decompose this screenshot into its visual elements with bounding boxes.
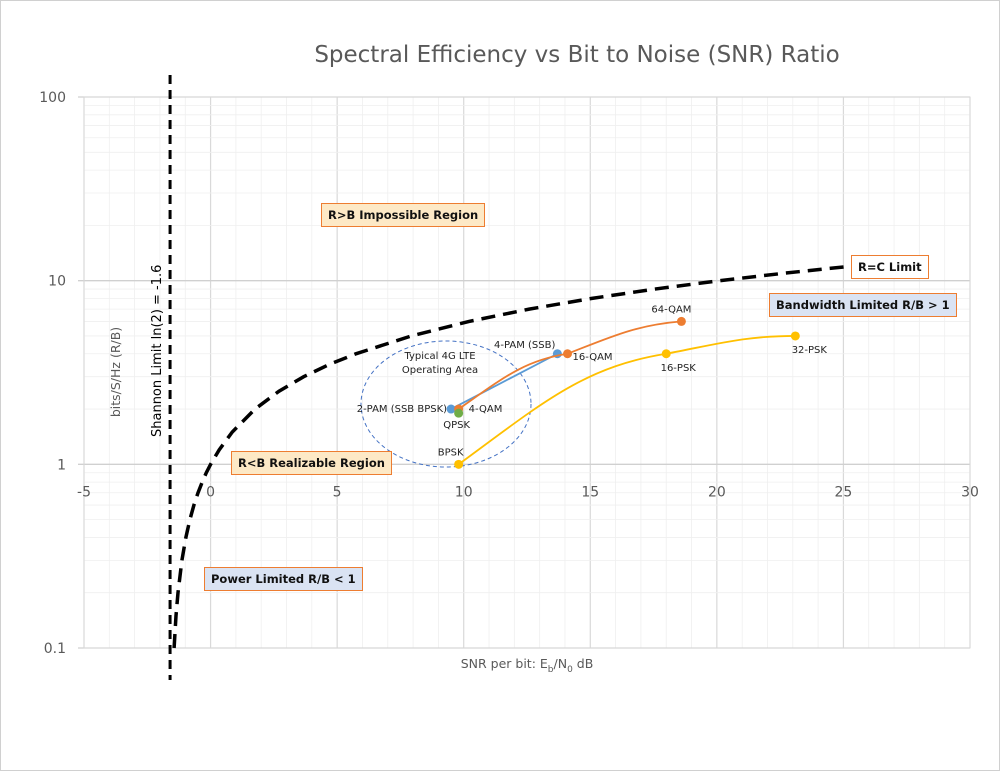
- lte-area-label-2: Operating Area: [402, 365, 478, 376]
- data-point-label: BPSK: [438, 447, 464, 458]
- grid: [78, 96, 971, 649]
- y-axis-label: bits/S/Hz (R/B): [108, 327, 123, 417]
- shannon-limit-label: Shannon Limit ln(2) = -1.6: [150, 265, 165, 437]
- y-axis-ticks: 0.1 1 10 100: [39, 90, 66, 657]
- data-point: [446, 404, 456, 414]
- y-tick-label: 10: [48, 274, 66, 290]
- x-tick-label: -5: [77, 484, 91, 500]
- x-tick-label: 25: [835, 484, 853, 500]
- capacity-curve-line: [172, 264, 852, 649]
- y-tick-label: 100: [39, 90, 66, 106]
- series-line-qam: [458, 320, 682, 410]
- x-tick-label: 5: [333, 484, 342, 500]
- impossible-region-box: R>B Impossible Region: [321, 203, 486, 227]
- lte-area-label-1: Typical 4G LTE: [403, 351, 475, 362]
- x-tick-label: 30: [961, 484, 979, 500]
- data-point-label: 2-PAM (SSB BPSK): [357, 404, 447, 415]
- data-point: [454, 408, 464, 418]
- data-point-label: 4-PAM (SSB): [494, 340, 555, 351]
- data-point-label: 32-PSK: [792, 345, 828, 356]
- rc-limit-box: R=C Limit: [851, 255, 929, 279]
- x-axis-ticks: -5 0 5 10 15 20 25 30: [77, 484, 979, 500]
- data-point: [790, 331, 800, 341]
- x-tick-label: 15: [581, 484, 599, 500]
- data-point-label: 4-QAM: [469, 404, 503, 415]
- power-limited-box: Power Limited R/B < 1: [204, 567, 363, 591]
- data-point-label: 16-PSK: [661, 363, 697, 374]
- x-tick-label: 10: [455, 484, 473, 500]
- data-point-label: QPSK: [443, 420, 470, 431]
- bandwidth-limited-box: Bandwidth Limited R/B > 1: [769, 293, 957, 317]
- data-point-label: 64-QAM: [651, 304, 691, 315]
- lte-operating-area-ellipse: [360, 340, 532, 468]
- x-axis-label: SNR per bit: Eb/N0 dB: [461, 656, 594, 675]
- x-tick-label: 0: [206, 484, 215, 500]
- data-point-label: 16-QAM: [573, 352, 613, 363]
- y-tick-label: 0.1: [44, 641, 66, 657]
- data-point: [661, 349, 671, 359]
- data-point: [454, 459, 464, 469]
- series-line-pam: [450, 352, 558, 410]
- point-labels: 2-PAM (SSB BPSK) 4-PAM (SSB) 4-QAM 16-QAM 64…: [357, 304, 828, 458]
- data-point: [563, 349, 573, 359]
- capacity-curve: [172, 264, 852, 649]
- plot-area-border: [83, 96, 971, 649]
- realizable-region-box: R<B Realizable Region: [231, 451, 392, 475]
- x-tick-label: 20: [708, 484, 726, 500]
- data-point: [676, 316, 686, 326]
- data-series: [446, 316, 800, 469]
- y-tick-label: 1: [57, 457, 66, 473]
- series-line-psk: [458, 335, 796, 466]
- chart-title: Spectral Efficiency vs Bit to Noise (SNR…: [314, 42, 839, 68]
